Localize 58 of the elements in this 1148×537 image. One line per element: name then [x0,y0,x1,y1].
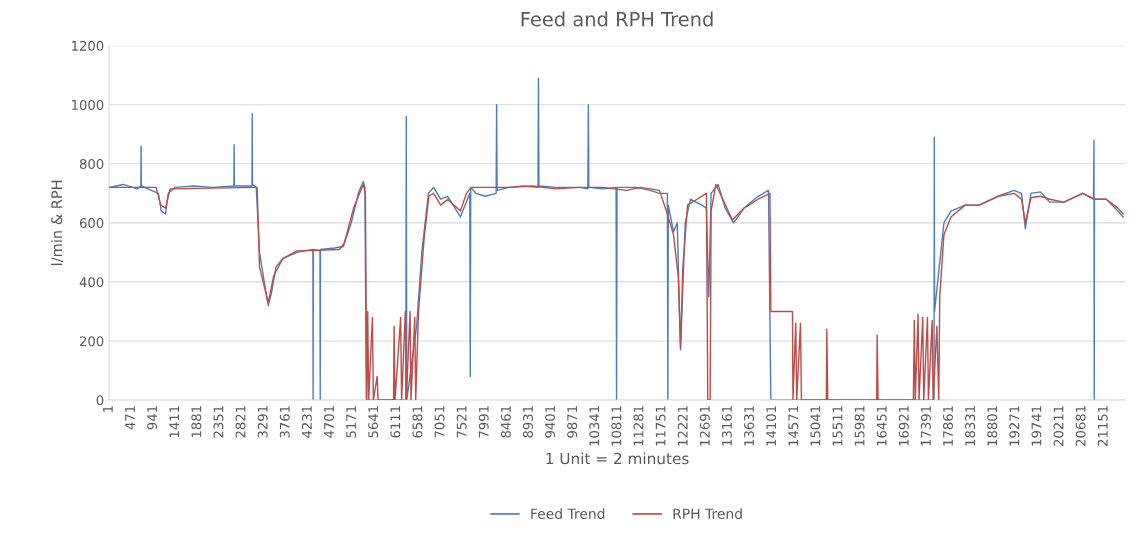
x-tick-label: 19741 [1031,406,1042,446]
x-tick-label: 15041 [810,406,821,446]
x-tick-label: 941 [147,406,158,430]
chart-title: Feed and RPH Trend [521,11,713,27]
y-tick-label: 200 [79,336,104,347]
y-tick-label: 0 [96,395,104,406]
x-tick-label: 16921 [898,406,909,446]
x-tick-label: 21151 [1097,406,1108,446]
x-tick-label: 471 [125,406,135,430]
x-tick-label: 7051 [434,406,445,438]
x-tick-label: 13631 [744,406,755,446]
x-tick-label: 13161 [721,406,732,446]
x-tick-label: 20681 [1075,406,1086,446]
x-tick-label: 9871 [567,406,578,438]
x-tick-label: 15981 [854,406,865,446]
x-tick-label: 11281 [633,406,644,446]
legend-label: Feed Trend [531,508,605,520]
x-tick-label: 11751 [655,406,666,446]
x-tick-label: 1 [103,406,113,412]
y-tick-label: 1200 [72,40,104,51]
x-tick-label: 17391 [920,406,931,446]
x-tick-label: 20211 [1053,406,1064,446]
x-tick-label: 9401 [545,406,556,438]
x-tick-label: 14571 [788,406,799,446]
x-tick-label: 12221 [677,406,688,446]
x-tick-label: 2821 [235,406,246,438]
x-tick-label: 8461 [500,406,511,438]
y-tick-label: 600 [79,218,104,229]
x-tick-label: 15511 [832,406,843,446]
x-tick-label: 18331 [965,406,976,446]
x-tick-label: 5171 [346,406,357,438]
x-tick-label: 7991 [478,406,489,438]
x-tick-label: 1881 [191,406,202,438]
x-tick-label: 16451 [876,406,887,446]
x-tick-label: 10811 [611,406,622,446]
x-tick-label: 1411 [169,406,180,438]
y-axis-title: l/min & RPH [50,180,64,265]
x-axis-title: 1 Unit = 2 minutes [546,452,689,465]
x-tick-label: 18801 [987,406,998,446]
x-tick-label: 14101 [766,406,777,446]
y-tick-label: 800 [79,159,104,169]
x-tick-label: 4701 [323,406,334,438]
x-tick-label: 6581 [412,406,423,438]
x-tick-label: 17861 [943,406,953,446]
x-tick-label: 6111 [390,406,401,438]
y-tick-label: 1000 [72,99,104,110]
x-tick-label: 10341 [589,406,600,446]
y-tick-label: 400 [79,277,104,288]
x-tick-label: 19271 [1009,406,1020,446]
x-tick-label: 8931 [522,406,533,438]
x-tick-label: 12691 [699,406,710,446]
x-tick-label: 7521 [456,406,467,438]
x-tick-label: 4231 [301,406,312,438]
x-tick-label: 2351 [213,406,224,438]
x-tick-label: 3761 [279,406,290,438]
x-tick-label: 5641 [368,406,379,438]
x-tick-label: 3291 [257,406,268,438]
legend-label: RPH Trend [673,508,742,520]
